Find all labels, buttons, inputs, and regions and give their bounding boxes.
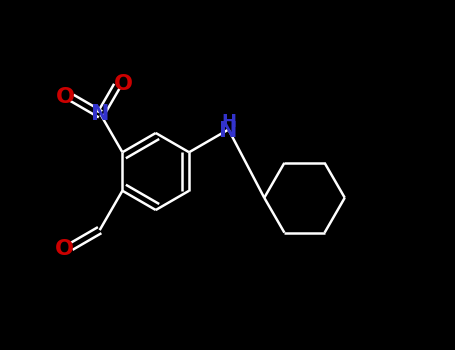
Text: N: N [91,104,110,124]
Text: H: H [221,113,236,131]
Text: O: O [114,74,133,94]
Text: O: O [55,239,74,259]
Text: O: O [56,87,75,107]
Text: N: N [219,121,238,141]
